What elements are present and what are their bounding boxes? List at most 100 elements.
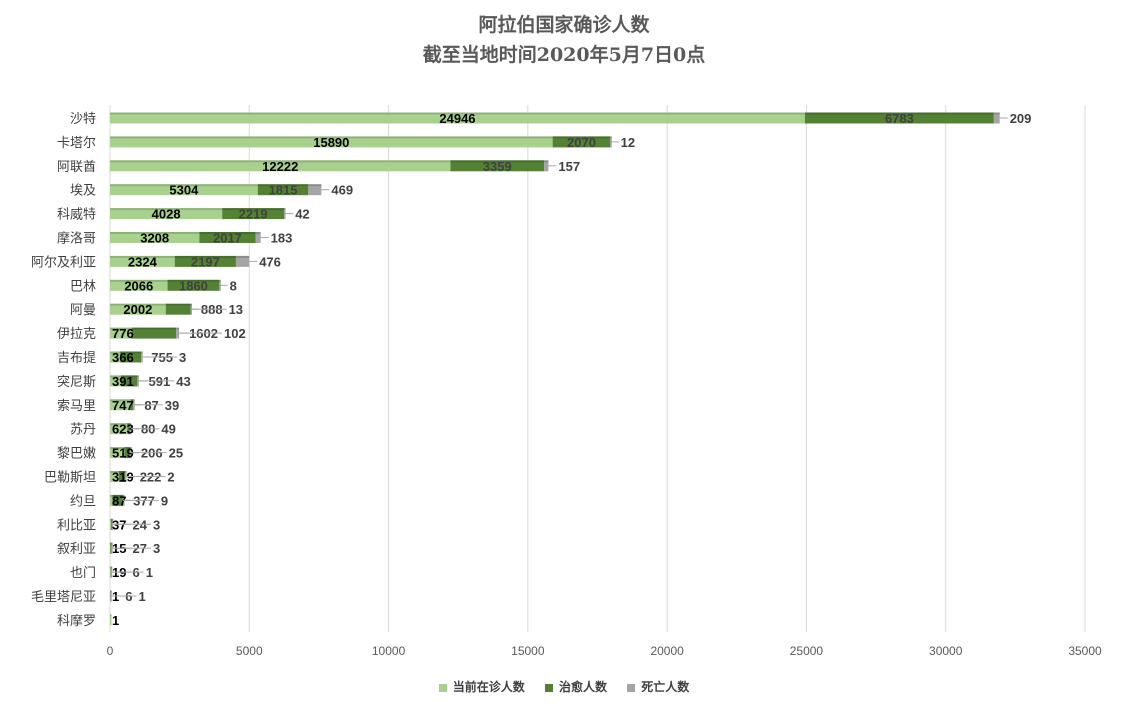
title-line-2: 截至当地时间2020年5月7日0点 — [422, 44, 706, 66]
bar-recovered — [804, 112, 994, 124]
bar-top-shade — [110, 112, 805, 115]
bar-top-shade — [110, 447, 125, 450]
bar-top-shade — [110, 208, 223, 211]
data-label: 469 — [331, 183, 353, 198]
bar-top-shade — [110, 614, 112, 617]
bar-top-shade — [110, 566, 113, 569]
bar-active — [110, 136, 553, 148]
data-label: 1 — [146, 565, 153, 580]
bar-top-shade — [118, 471, 126, 473]
legend-swatch-deaths — [627, 683, 636, 692]
category-label: 阿尔及利亚 — [31, 255, 96, 270]
bar-recovered — [167, 279, 220, 291]
data-label: 24946 — [439, 111, 475, 126]
data-label: 209 — [1010, 111, 1032, 126]
bar-top-shade — [110, 136, 553, 139]
bar-top-shade — [110, 279, 168, 282]
data-label: 391 — [112, 374, 134, 389]
category-label: 黎巴嫩 — [57, 447, 96, 462]
x-tick-label: 30000 — [929, 644, 963, 658]
bar-top-shade — [219, 279, 221, 282]
bar-top-shade — [124, 447, 131, 450]
data-label: 319 — [112, 470, 134, 485]
data-label: 39 — [165, 398, 179, 413]
bar-active — [110, 232, 200, 243]
bar-top-shade — [450, 160, 545, 163]
bar-top-shade — [110, 232, 200, 234]
bar-top-shade — [174, 255, 236, 258]
bar-active — [110, 160, 451, 172]
data-label: 157 — [558, 159, 580, 174]
bar-top-shade — [165, 303, 191, 306]
data-label: 3359 — [483, 159, 512, 174]
legend-label: 治愈人数 — [558, 680, 607, 694]
data-label: 3 — [153, 541, 160, 556]
data-label: 8 — [230, 278, 237, 293]
bar-top-shade — [130, 447, 132, 450]
x-tick-label: 0 — [107, 644, 114, 658]
bar-recovered — [174, 255, 236, 267]
category-label: 约旦 — [70, 494, 96, 509]
bar-recovered — [257, 184, 309, 196]
data-label: 9 — [161, 493, 168, 508]
bar-active — [110, 208, 223, 220]
bar-top-shade — [235, 255, 250, 258]
x-tick-label: 35000 — [1068, 644, 1102, 658]
bar-top-shade — [120, 375, 138, 378]
bar-deaths — [176, 327, 180, 339]
data-label: 13 — [229, 302, 243, 317]
chart-title: 阿拉伯国家确诊人数 截至当地时间2020年5月7日0点 — [0, 10, 1128, 70]
data-label: 2 — [167, 470, 174, 485]
bar-top-shade — [122, 494, 125, 497]
data-label: 747 — [112, 398, 134, 413]
bar-deaths — [308, 184, 322, 196]
data-label: 776 — [112, 326, 134, 341]
bar-top-shade — [190, 303, 193, 306]
bar-top-shade — [199, 232, 256, 234]
bar-top-shade — [110, 303, 166, 306]
data-label: 25 — [169, 446, 183, 461]
data-label: 1815 — [269, 183, 298, 198]
bar-deaths — [235, 255, 250, 267]
category-label: 叙利亚 — [57, 542, 96, 557]
data-label: 43 — [176, 374, 190, 389]
data-label: 49 — [161, 422, 175, 437]
bar-active — [110, 518, 112, 530]
data-label: 2017 — [213, 231, 242, 246]
bar-active — [110, 494, 113, 506]
bar-top-shade — [167, 279, 220, 282]
legend-swatch-recovered — [544, 683, 553, 692]
bar-recovered — [552, 136, 611, 148]
data-label: 12 — [621, 135, 635, 150]
bar-recovered — [127, 423, 130, 435]
bar-top-shade — [610, 136, 612, 139]
bar-top-shade — [112, 494, 123, 497]
bar-deaths — [544, 160, 549, 172]
bar-top-shade — [993, 112, 1000, 115]
data-label: 1860 — [179, 278, 208, 293]
bar-recovered — [199, 232, 256, 243]
legend-label: 死亡人数 — [641, 680, 690, 694]
bar-recovered — [120, 351, 142, 363]
bar-top-shade — [255, 232, 261, 234]
x-tick-label: 20000 — [650, 644, 684, 658]
bar-top-shade — [110, 255, 175, 258]
bar-top-shade — [804, 112, 994, 115]
category-label: 科摩罗 — [57, 613, 96, 629]
bar-top-shade — [110, 542, 112, 545]
data-label: 87 — [112, 493, 126, 508]
category-label: 卡塔尔 — [57, 136, 96, 151]
data-label: 476 — [259, 254, 281, 269]
title-line-1: 阿拉伯国家确诊人数 — [478, 14, 650, 36]
category-label: 伊拉克 — [57, 327, 96, 342]
bar-top-shade — [176, 327, 180, 330]
bar-recovered — [120, 375, 138, 387]
category-label: 埃及 — [70, 184, 96, 199]
category-label: 突尼斯 — [57, 374, 96, 390]
data-label: 3 — [179, 350, 186, 365]
bar-top-shade — [110, 471, 119, 473]
category-label: 利比亚 — [57, 518, 96, 533]
data-label: 102 — [224, 326, 246, 341]
data-label: 1 — [138, 589, 145, 604]
category-label: 科威特 — [57, 208, 96, 223]
